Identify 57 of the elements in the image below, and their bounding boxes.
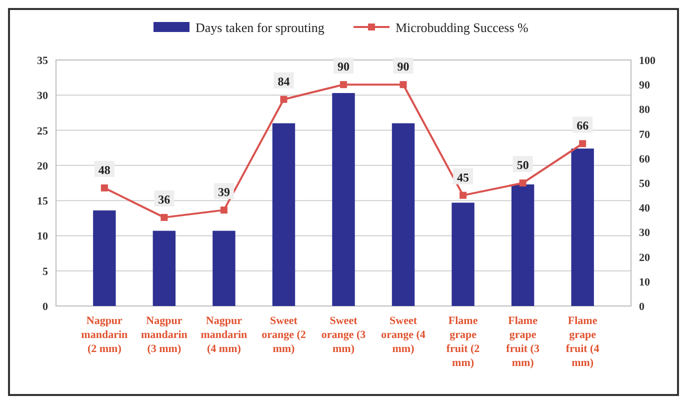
point xyxy=(160,214,168,221)
data-label: 36 xyxy=(158,192,170,206)
x-tick-label: Flame grape fruit (3 mm) xyxy=(506,315,540,369)
bar xyxy=(272,123,296,306)
y-tick-label: 30 xyxy=(37,90,48,102)
y-tick-label: 20 xyxy=(37,160,48,172)
y-tick-label: 5 xyxy=(42,266,48,278)
point xyxy=(220,206,228,214)
point xyxy=(400,81,407,88)
point xyxy=(100,184,108,192)
data-label: 50 xyxy=(516,158,529,172)
data-label: 48 xyxy=(98,162,110,177)
x-tick-label: Flame grape fruit (2 mm) xyxy=(446,315,480,369)
data-label: 45 xyxy=(457,170,470,184)
bar xyxy=(212,230,236,306)
x-tick-label: Sweet orange (4 mm) xyxy=(381,315,426,355)
y2-tick-label: 60 xyxy=(639,153,650,166)
x-tick-label: Nagpur mandarin (4 mm) xyxy=(200,315,248,355)
point xyxy=(579,140,586,148)
y2-tick-label: 80 xyxy=(639,104,650,116)
bar xyxy=(332,93,355,306)
legend-label: Microbudding Success % xyxy=(396,20,529,35)
y-tick-label: 25 xyxy=(37,125,48,138)
y-tick-label: 0 xyxy=(42,301,48,313)
x-tick-label: Nagpur mandarin (2 mm) xyxy=(81,315,128,355)
bar xyxy=(93,210,116,306)
x-tick-label: Sweet orange (2 mm) xyxy=(262,315,306,355)
point xyxy=(340,81,347,88)
bar xyxy=(452,202,474,306)
bar xyxy=(152,230,176,306)
point xyxy=(280,96,288,103)
y-tick-label: 15 xyxy=(37,196,48,208)
data-label: 90 xyxy=(338,60,350,74)
y-tick-label: 35 xyxy=(37,55,48,67)
data-label: 90 xyxy=(397,60,410,74)
y2-tick-label: 20 xyxy=(639,252,650,264)
bar xyxy=(571,148,594,306)
x-tick-label: Nagpur mandarin (3 mm) xyxy=(140,315,188,355)
bar xyxy=(511,184,534,306)
point xyxy=(460,192,467,199)
data-label: 84 xyxy=(278,74,290,88)
point xyxy=(519,180,526,186)
data-label: 39 xyxy=(218,185,230,200)
data-label: 66 xyxy=(576,118,589,133)
y2-tick-label: 70 xyxy=(639,128,650,141)
y2-tick-label: 90 xyxy=(639,80,650,92)
y2-tick-label: 50 xyxy=(639,178,650,190)
bar xyxy=(392,123,415,306)
y2-tick-label: 40 xyxy=(639,202,650,215)
x-tick-label: Flame grape fruit (4 mm) xyxy=(566,315,600,369)
x-tick-label: Sweet orange (3 mm) xyxy=(321,315,366,355)
y2-tick-label: 30 xyxy=(639,227,650,240)
y2-tick-label: 100 xyxy=(639,55,656,67)
y-tick-label: 10 xyxy=(37,230,48,243)
y2-tick-label: 0 xyxy=(639,301,645,313)
y2-tick-label: 10 xyxy=(639,276,650,288)
legend-label: Days taken for sprouting xyxy=(196,20,325,35)
